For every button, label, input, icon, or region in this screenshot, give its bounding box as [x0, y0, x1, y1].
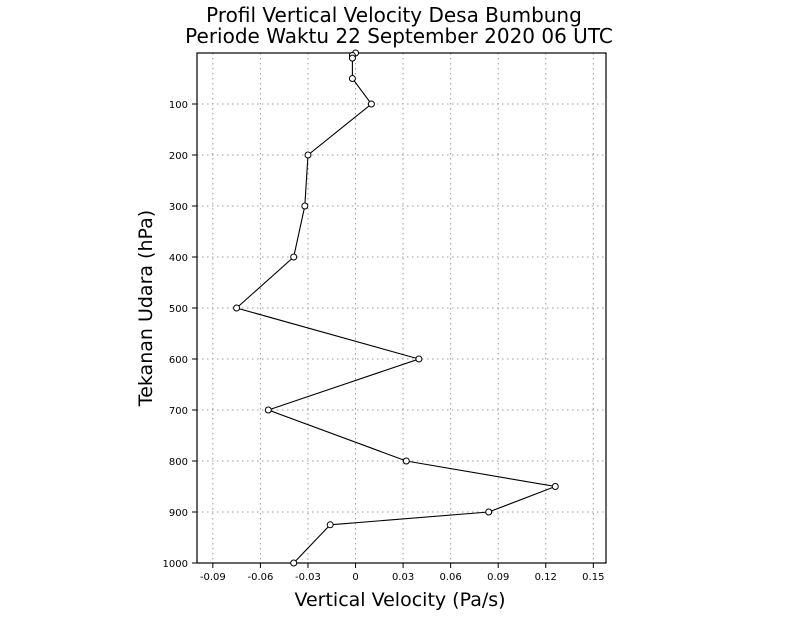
y-tick-label: 500	[169, 304, 188, 315]
y-axis-ticks: 100 200 300 400 500 600 700 800 900 1000	[163, 100, 197, 570]
y-tick-label: 100	[169, 100, 188, 111]
y-tick-label: 800	[169, 457, 188, 468]
chart-title-line-1: Profil Vertical Velocity Desa Bumbung	[206, 3, 582, 27]
data-point	[304, 151, 312, 159]
data-points	[233, 49, 559, 567]
data-point	[264, 406, 272, 414]
data-point	[348, 75, 356, 82]
data-point	[290, 559, 298, 567]
y-axis-label: Tekanan Udara (hPa)	[135, 210, 157, 407]
data-point	[326, 521, 334, 529]
y-tick-label: 200	[169, 151, 188, 162]
y-gridlines	[197, 103, 606, 513]
data-point	[348, 54, 356, 62]
y-tick-label: 1000	[163, 559, 188, 570]
data-point	[290, 253, 298, 261]
x-tick-label: 0.09	[487, 572, 509, 583]
data-point	[551, 483, 559, 490]
x-tick-label: 0.15	[582, 572, 604, 583]
y-tick-label: 900	[169, 508, 188, 519]
x-tick-label: -0.09	[200, 572, 226, 583]
chart-title: Profil Vertical Velocity Desa Bumbung Pe…	[185, 3, 613, 48]
x-tick-label: 0.03	[392, 572, 414, 583]
data-point	[233, 304, 241, 312]
data-point	[367, 100, 375, 108]
data-point	[415, 355, 423, 363]
data-point	[402, 457, 410, 465]
x-tick-label: 0.06	[440, 572, 462, 583]
chart-title-line-2: Periode Waktu 22 September 2020 06 UTC	[185, 24, 613, 48]
x-tick-label: 0	[352, 572, 358, 583]
data-point	[485, 508, 493, 516]
x-tick-label: -0.06	[247, 572, 273, 583]
y-tick-label: 700	[169, 406, 188, 417]
series-line	[235, 52, 558, 564]
data-point	[301, 202, 309, 210]
x-axis-ticks: -0.09 -0.06 -0.03 0 0.03 0.06 0.09 0.12 0.15	[200, 563, 604, 583]
y-tick-label: 300	[169, 202, 188, 213]
x-axis-label: Vertical Velocity (Pa/s)	[294, 589, 505, 611]
y-tick-label: 600	[169, 355, 188, 366]
y-tick-label: 400	[169, 253, 188, 264]
x-tick-label: 0.12	[535, 572, 557, 583]
x-tick-label: -0.03	[295, 572, 321, 583]
